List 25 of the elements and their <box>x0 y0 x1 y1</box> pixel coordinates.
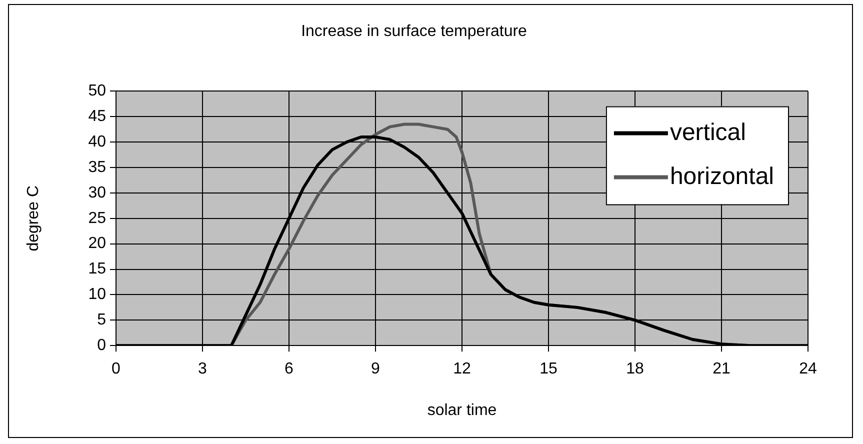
y-tick-label: 40 <box>88 133 106 150</box>
y-axis-title: degree C <box>25 185 42 252</box>
y-tick-label: 45 <box>88 108 106 126</box>
x-tick-label: 0 <box>112 360 121 378</box>
x-tick-label: 15 <box>540 360 558 378</box>
x-tick-label: 24 <box>799 360 817 378</box>
x-tick-label: 9 <box>371 360 380 378</box>
y-tick-label: 5 <box>97 312 106 329</box>
legend-label: vertical <box>670 118 746 146</box>
y-tick-label: 0 <box>97 337 106 354</box>
x-tick-label: 21 <box>712 360 730 378</box>
x-tick-label: 18 <box>626 360 644 378</box>
y-tick-label: 50 <box>88 82 106 100</box>
y-tick-label: 10 <box>88 286 106 304</box>
x-tick-label: 3 <box>198 360 208 378</box>
x-tick-label: 6 <box>284 360 294 378</box>
y-tick-label: 25 <box>88 210 106 227</box>
y-tick-label: 35 <box>88 158 106 176</box>
y-tick-label: 30 <box>88 184 106 202</box>
legend-label: horizontal <box>670 162 774 190</box>
x-axis-title: solar time <box>427 402 497 419</box>
y-tick-label: 20 <box>88 235 106 252</box>
y-tick-label: 15 <box>88 260 106 278</box>
x-tick-label: 12 <box>453 360 471 378</box>
chart-title: Increase in surface temperature <box>301 23 528 40</box>
